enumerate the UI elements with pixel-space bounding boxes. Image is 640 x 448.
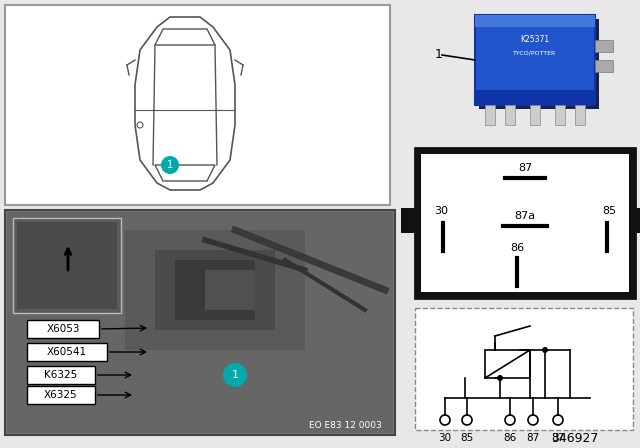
Circle shape (542, 347, 548, 353)
Bar (475, 15, 595, 105)
Bar (595, 60, 613, 72)
Bar (595, 40, 613, 52)
Bar (27, 343, 107, 361)
Text: X6325: X6325 (44, 390, 78, 400)
Bar (7, 212, 393, 433)
Text: TYCO/POTTER: TYCO/POTTER (513, 51, 557, 56)
Bar (205, 270, 255, 310)
Bar (415, 308, 633, 430)
Text: 87: 87 (518, 163, 532, 173)
Bar (27, 386, 95, 404)
Bar (485, 350, 530, 378)
Bar (5, 5, 390, 205)
Bar (27, 366, 95, 384)
Bar (415, 148, 635, 298)
Text: EO E83 12 0003: EO E83 12 0003 (308, 421, 381, 430)
Text: 1: 1 (435, 48, 443, 61)
Text: 86: 86 (510, 243, 524, 253)
Text: 85: 85 (602, 206, 616, 216)
Text: 1: 1 (167, 160, 173, 170)
Text: 87: 87 (526, 433, 540, 443)
Text: 87a: 87a (515, 211, 536, 221)
Bar (479, 19, 599, 109)
Text: 346927: 346927 (551, 431, 598, 444)
Circle shape (161, 156, 179, 174)
Bar (125, 230, 305, 350)
Text: K6325: K6325 (44, 370, 77, 380)
Bar (401, 208, 417, 233)
Bar (505, 105, 515, 125)
Bar (555, 105, 565, 125)
Text: K25371: K25371 (520, 35, 550, 44)
Text: 30: 30 (438, 433, 452, 443)
Bar (175, 260, 255, 320)
Text: 85: 85 (460, 433, 474, 443)
Bar (475, 15, 595, 27)
Text: X60541: X60541 (47, 347, 87, 357)
Text: 30: 30 (434, 206, 448, 216)
Circle shape (497, 375, 503, 381)
Circle shape (223, 363, 247, 387)
Bar (575, 105, 585, 125)
Bar (633, 208, 640, 233)
Bar (530, 105, 540, 125)
Text: 87: 87 (552, 433, 564, 443)
Bar (155, 250, 275, 330)
Text: 1: 1 (232, 370, 239, 380)
Bar (421, 154, 629, 292)
Bar (475, 90, 595, 105)
Text: X6053: X6053 (46, 324, 80, 334)
Bar (17, 222, 117, 309)
Bar (485, 105, 495, 125)
Text: 86: 86 (504, 433, 516, 443)
Bar (13, 218, 121, 313)
Bar (5, 210, 395, 435)
Bar (27, 320, 99, 338)
